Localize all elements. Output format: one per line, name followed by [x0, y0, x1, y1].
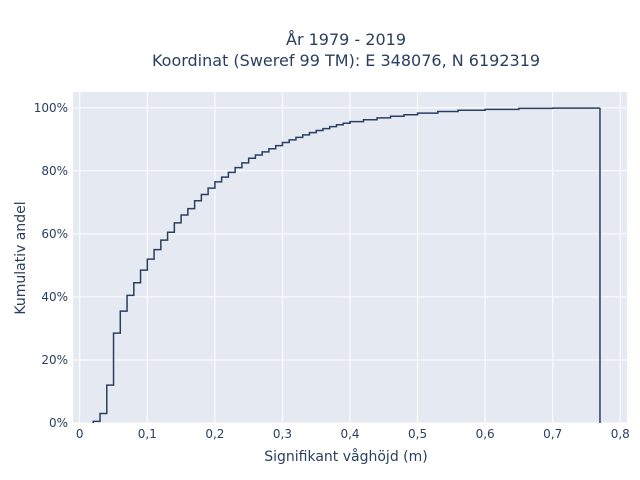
chart-title-line-2: Koordinat (Sweref 99 TM): E 348076, N 61… [152, 51, 540, 70]
x-tick-label: 0 [76, 427, 84, 441]
cdf-step-line [92, 107, 601, 423]
x-tick-label: 0,5 [408, 427, 427, 441]
y-tick-label: 40% [41, 290, 68, 304]
x-tick-label: 0,6 [476, 427, 495, 441]
y-axis-label: Kumulativ andel [13, 201, 29, 314]
x-tick-label: 0,7 [543, 427, 562, 441]
y-tick-label: 100% [34, 101, 68, 115]
y-tick-label: 60% [41, 227, 68, 241]
x-axis-label: Signifikant våghöjd (m) [264, 448, 427, 465]
y-tick-label: 20% [41, 353, 68, 367]
x-tick-label: 0,3 [273, 427, 292, 441]
x-tick-label: 0,4 [340, 427, 359, 441]
y-tick-label: 0% [49, 416, 68, 430]
chart-title-line-1: År 1979 - 2019 [286, 30, 406, 49]
y-tick-label: 80% [41, 164, 68, 178]
x-tick-label: 0,2 [205, 427, 224, 441]
x-tick-label: 0,1 [138, 427, 157, 441]
x-tick-label: 0,8 [611, 427, 630, 441]
